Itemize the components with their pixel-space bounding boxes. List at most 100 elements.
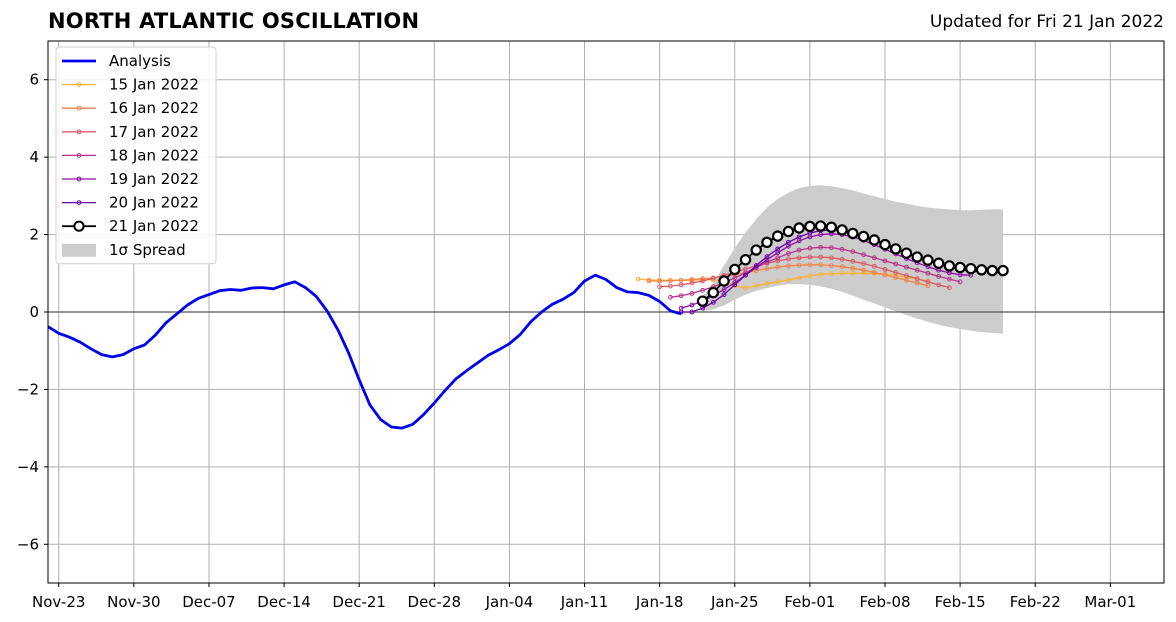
x-tick-label: Feb-08 xyxy=(859,593,910,611)
forecast-point xyxy=(911,251,923,263)
forecast-point xyxy=(689,280,695,286)
legend-marker xyxy=(76,105,82,111)
forecast-line xyxy=(659,256,950,289)
forecast-point xyxy=(922,254,934,266)
forecast-point xyxy=(796,234,802,240)
forecast-point xyxy=(814,220,827,232)
x-tick-label: Dec-14 xyxy=(257,593,311,611)
forecast-point xyxy=(818,254,824,260)
x-tick-label: Jan-25 xyxy=(710,593,759,611)
legend-label: 17 Jan 2022 xyxy=(109,123,199,141)
x-tick-label: Dec-07 xyxy=(182,593,236,611)
forecast-point xyxy=(954,261,966,274)
legend-marker xyxy=(76,153,82,158)
legend-swatch xyxy=(62,243,96,257)
forecast-point xyxy=(839,256,845,262)
y-tick-label: 6 xyxy=(29,71,39,89)
y-tick-label: −2 xyxy=(17,380,39,398)
forecast-point xyxy=(750,244,762,256)
forecast-point xyxy=(946,276,952,282)
forecast-point xyxy=(678,277,684,283)
forecast-point xyxy=(732,282,738,288)
forecast-point xyxy=(796,262,802,268)
x-tick-label: Dec-21 xyxy=(332,593,386,611)
forecast-point xyxy=(882,272,888,278)
legend-marker xyxy=(76,129,82,135)
forecast-point xyxy=(828,271,834,277)
x-tick-label: Dec-28 xyxy=(408,593,462,611)
x-tick-label: Nov-30 xyxy=(107,593,160,611)
forecast-point xyxy=(771,230,784,242)
legend-label: 20 Jan 2022 xyxy=(109,194,199,212)
legend-label: Analysis xyxy=(109,52,171,70)
forecast-point xyxy=(904,277,909,283)
forecast-point xyxy=(839,270,845,276)
forecast-point xyxy=(710,299,716,305)
forecast-point xyxy=(836,224,848,236)
forecast-point xyxy=(657,278,663,284)
forecast-point xyxy=(796,255,802,261)
forecast-point xyxy=(753,263,759,268)
forecast-point xyxy=(718,275,730,287)
forecast-point xyxy=(761,236,773,249)
x-tick-label: Jan-04 xyxy=(485,593,534,611)
forecast-point xyxy=(893,261,899,267)
forecast-point xyxy=(721,292,727,297)
forecast-point xyxy=(667,278,673,284)
forecast-point xyxy=(807,254,813,260)
legend-marker xyxy=(76,176,82,182)
forecast-point xyxy=(871,270,877,275)
forecast-point xyxy=(871,263,877,269)
forecast-point xyxy=(710,275,716,281)
forecast-point xyxy=(871,255,877,261)
forecast-line xyxy=(670,246,961,298)
x-tick-label: Jan-18 xyxy=(635,593,684,611)
forecast-point xyxy=(818,262,824,268)
forecast-point xyxy=(739,254,752,266)
forecast-point xyxy=(868,234,880,246)
forecast-point xyxy=(782,225,795,238)
forecast-point xyxy=(657,284,663,290)
forecast-point xyxy=(775,258,781,264)
forecast-point xyxy=(847,227,859,240)
forecast-point xyxy=(689,302,695,308)
forecast-point xyxy=(879,238,891,251)
forecast-point xyxy=(882,258,888,264)
forecast-point xyxy=(839,264,845,270)
analysis-line xyxy=(47,273,682,430)
forecast-point xyxy=(850,249,856,255)
y-tick-label: −4 xyxy=(17,458,39,476)
forecast-point xyxy=(775,246,781,252)
forecast-point xyxy=(850,258,856,264)
forecast-point xyxy=(828,255,834,261)
x-tick-label: Feb-22 xyxy=(1010,593,1061,611)
forecast-point xyxy=(904,264,909,270)
forecast-point xyxy=(804,220,816,233)
forecast-point xyxy=(786,263,791,269)
x-tick-label: Feb-01 xyxy=(784,593,835,611)
forecast-point xyxy=(893,270,899,275)
forecast-point xyxy=(764,281,770,287)
forecast-point xyxy=(689,291,695,296)
forecast-point xyxy=(667,283,673,289)
forecast-point xyxy=(975,264,988,276)
series-layer xyxy=(47,220,1009,430)
forecast-point xyxy=(904,273,909,279)
y-tick-label: 4 xyxy=(29,148,39,166)
forecast-point xyxy=(775,279,781,285)
forecast-point xyxy=(925,270,931,276)
forecast-point xyxy=(932,257,945,269)
legend-box xyxy=(55,46,217,265)
forecast-point xyxy=(861,270,866,276)
legend: Analysis 15 Jan 2022 16 Jan 2022 17 Jan 202… xyxy=(55,46,217,265)
forecast-point xyxy=(700,287,705,293)
legend-label: 21 Jan 2022 xyxy=(109,217,199,235)
forecast-point xyxy=(689,309,695,315)
y-tick-label: −6 xyxy=(17,535,39,553)
legend-marker xyxy=(76,200,82,206)
chart-subtitle: Updated for Fri 21 Jan 2022 xyxy=(929,12,1164,32)
forecast-line xyxy=(648,264,929,287)
forecast-point xyxy=(850,265,856,271)
forecast-point xyxy=(721,287,727,292)
forecast-point xyxy=(807,245,813,251)
